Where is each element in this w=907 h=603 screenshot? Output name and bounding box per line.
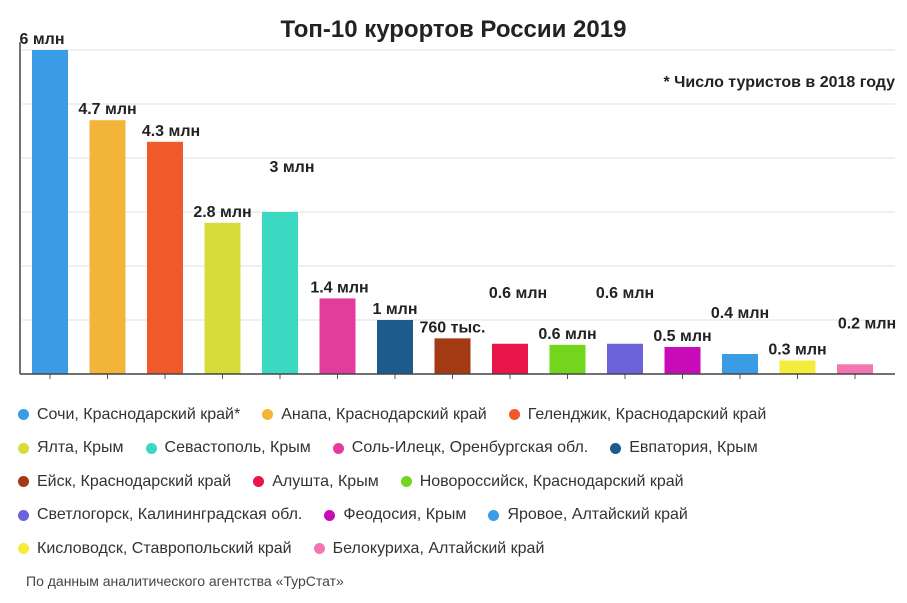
- bar: [434, 338, 471, 374]
- legend-item: Ейск, Краснодарский край: [18, 473, 231, 491]
- legend-swatch: [18, 409, 29, 421]
- data-label: 1 млн: [372, 301, 417, 318]
- data-label: 4.7 млн: [78, 101, 136, 118]
- bar: [147, 141, 183, 374]
- legend-swatch: [488, 509, 500, 521]
- legend-item: Соль-Илецк, Оренбургская обл.: [332, 439, 589, 457]
- legend-row: Светлогорск, Калининградская обл. Феодоси…: [18, 499, 898, 533]
- bar: [722, 354, 758, 374]
- data-label: 0.4 млн: [711, 305, 769, 322]
- bar: [32, 50, 68, 374]
- legend-label: Соль-Илецк, Оренбургская обл.: [351, 439, 589, 457]
- legend-swatch: [18, 509, 29, 521]
- legend-label: Евпатория, Крым: [629, 439, 758, 457]
- legend-row: Ейск, Краснодарский край Алушта, Крым Ново…: [18, 465, 898, 499]
- chart-legend: Сочи, Краснодарский край* Анапа, Краснода…: [18, 398, 898, 566]
- legend-label: Ялта, Крым: [37, 439, 124, 457]
- bar: [204, 222, 241, 374]
- data-label: 2.8 млн: [193, 204, 251, 221]
- legend-item: Белокуриха, Алтайский край: [313, 539, 545, 558]
- legend-swatch: [262, 409, 274, 421]
- legend-swatch: [313, 543, 325, 555]
- data-label: 0.6 млн: [596, 285, 654, 302]
- legend-swatch: [400, 476, 412, 488]
- legend-label: Феодосия, Крым: [343, 506, 467, 524]
- legend-label: Светлогорск, Калининградская обл.: [37, 506, 303, 524]
- bar: [779, 360, 816, 374]
- bar: [262, 212, 298, 374]
- chart-note: * Число туристов в 2018 году: [663, 74, 895, 91]
- legend-item: Севастополь, Крым: [145, 439, 311, 457]
- legend-label: Алушта, Крым: [272, 472, 379, 490]
- legend-row: Ялта, Крым Севастополь, Крым Соль-Илецк, О…: [18, 432, 898, 466]
- bar: [319, 298, 356, 374]
- bar: [89, 120, 126, 374]
- bar: [664, 347, 701, 374]
- data-label: 0.3 млн: [768, 342, 826, 359]
- data-label: 0.2 млн: [838, 315, 896, 332]
- bar: [837, 364, 873, 374]
- legend-swatch: [18, 442, 29, 454]
- legend-swatch: [332, 442, 344, 454]
- legend-label: Кисловодск, Ставропольский край: [37, 539, 292, 557]
- data-label: 0.6 млн: [538, 326, 596, 343]
- legend-item: Анапа, Краснодарский край: [262, 406, 487, 424]
- legend-item: Светлогорск, Калининградская обл.: [18, 506, 302, 524]
- legend-swatch: [145, 442, 157, 454]
- legend-swatch: [18, 543, 29, 555]
- legend-swatch: [324, 509, 336, 521]
- legend-item: Кисловодск, Ставропольский край: [18, 540, 292, 558]
- data-label: 1.4 млн: [310, 279, 368, 296]
- legend-label: Белокуриха, Алтайский край: [332, 539, 545, 557]
- legend-label: Анапа, Краснодарский край: [281, 405, 487, 423]
- legend-item: Геленджик, Краснодарский край: [508, 405, 767, 424]
- legend-item: Ялта, Крым: [18, 439, 124, 457]
- legend-label: Сочи, Краснодарский край*: [37, 405, 241, 423]
- legend-label: Ейск, Краснодарский край: [37, 472, 232, 490]
- bar: [549, 344, 586, 374]
- data-label: 3 млн: [269, 159, 314, 176]
- legend-row: Кисловодск, Ставропольский край Белокурих…: [18, 532, 898, 566]
- chart-title: Топ-10 курортов России 2019: [280, 16, 627, 43]
- legend-item: Новороссийск, Краснодарский край: [400, 472, 684, 491]
- source-note: По данным аналитического агентства «ТурС…: [26, 573, 344, 589]
- legend-label: Яровое, Алтайский край: [507, 506, 688, 524]
- data-label: 0.6 млн: [489, 285, 547, 302]
- bar-chart: 6 млн 4.7 млн 4.3 млн 2.8 млн 3 млн 1.4 млн1 …: [19, 31, 896, 379]
- legend-label: Геленджик, Краснодарский край: [527, 405, 767, 423]
- data-label: 760 тыс.: [420, 319, 486, 336]
- legend-item: Сочи, Краснодарский край*: [18, 406, 240, 424]
- legend-swatch: [18, 476, 29, 488]
- legend-swatch: [610, 442, 622, 454]
- legend-row: Сочи, Краснодарский край* Анапа, Краснода…: [18, 398, 898, 432]
- bar: [607, 343, 643, 374]
- data-label: 4.3 млн: [142, 123, 200, 140]
- legend-label: Новороссийск, Краснодарский край: [419, 472, 684, 490]
- legend-label: Севастополь, Крым: [164, 439, 311, 457]
- data-label: 0.5 млн: [653, 328, 711, 345]
- legend-item: Яровое, Алтайский край: [488, 506, 688, 524]
- legend-item: Алушта, Крым: [253, 473, 379, 491]
- legend-item: Феодосия, Крым: [324, 506, 466, 524]
- data-label: 6 млн: [19, 31, 64, 48]
- legend-item: Евпатория, Крым: [610, 439, 758, 457]
- bar: [492, 343, 528, 374]
- legend-swatch: [508, 409, 520, 421]
- legend-swatch: [253, 476, 265, 488]
- bar: [377, 320, 413, 374]
